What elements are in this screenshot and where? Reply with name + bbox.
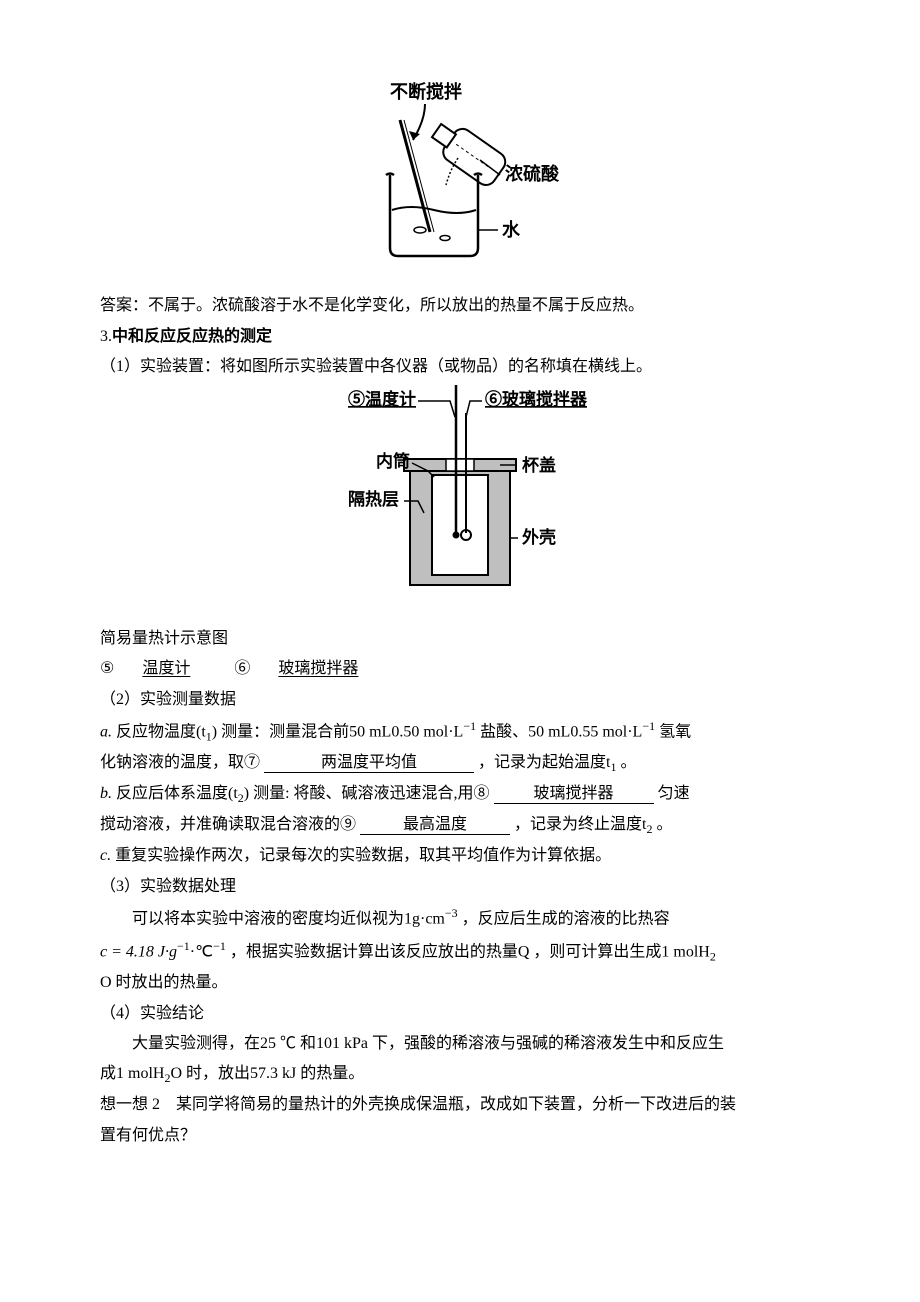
label-water: 水 [502, 219, 521, 240]
label-stir: 不断搅拌 [390, 81, 462, 102]
step3-line1: 可以将本实验中溶液的密度均近似视为1g·cm−3 ，反应后生成的溶液的比热容 [100, 902, 820, 935]
step4-title: （4）实验结论 [100, 999, 820, 1029]
label-inner-cup: 内筒 [376, 451, 410, 471]
think2-line2: 置有何优点？ [100, 1121, 820, 1151]
step2b-line2: 搅动溶液，并准确读取混合溶液的⑨ 最高温度 ，记录为终止温度t2 。 [100, 810, 820, 841]
think2-line1: 想一想 2 某同学将简易的量热计的外壳换成保温瓶，改成如下装置，分析一下改进后的… [100, 1090, 820, 1120]
step2a-line2: 化钠溶液的温度，取⑦ 两温度平均值 ，记录为起始温度t1 。 [100, 748, 820, 779]
label-5-thermometer: ⑤温度计 [348, 389, 416, 409]
step4-line1: 大量实验测得，在25 ℃ 和101 kPa 下，强酸的稀溶液与强碱的稀溶液发生中… [100, 1029, 820, 1059]
section-3-title: 3.中和反应反应热的测定 [100, 322, 820, 352]
fill-in-5-6: ⑤ 温度计 ⑥ 玻璃搅拌器 [100, 654, 820, 684]
answer-text: 答案：不属于。浓硫酸溶于水不是化学变化，所以放出的热量不属于反应热。 [100, 291, 820, 321]
step2a-line1: a. 反应物温度(t1) 测量：测量混合前50 mL0.50 mol·L−1 盐… [100, 715, 820, 748]
figure-calorimeter: ⑤温度计 ⑥玻璃搅拌器 内筒 杯盖 隔热层 外 [100, 383, 820, 614]
step3-line3: O 时放出的热量。 [100, 968, 820, 998]
label-acid: 浓硫酸 [505, 163, 560, 184]
step3-line2: c = 4.18 J·g−1·℃−1 ，根据实验数据计算出该反应放出的热量Q ，… [100, 935, 820, 968]
blank-8-answer: 玻璃搅拌器 [494, 785, 654, 804]
blank-5-answer: 温度计 [118, 660, 214, 677]
blank-7-answer: 两温度平均值 [264, 754, 474, 773]
label-lid: 杯盖 [522, 455, 556, 475]
figure-dilution: 不断搅拌 浓硫酸 [100, 80, 820, 281]
figure2-caption: 简易量热计示意图 [100, 624, 820, 654]
step2-title: （2）实验测量数据 [100, 685, 820, 715]
step1-intro: （1）实验装置：将如图所示实验装置中各仪器（或物品）的名称填在横线上。 [100, 352, 820, 382]
label-6-stirrer: ⑥玻璃搅拌器 [485, 389, 588, 409]
step2b-line1: b. 反应后体系温度(t2) 测量: 将酸、碱溶液迅速混合,用⑧ 玻璃搅拌器 匀… [100, 779, 820, 810]
label-outer-shell: 外壳 [522, 527, 556, 547]
blank-6-answer: 玻璃搅拌器 [254, 660, 382, 677]
label-insulation: 隔热层 [348, 489, 399, 509]
step4-line2: 成1 molH2O 时，放出57.3 kJ 的热量。 [100, 1059, 820, 1090]
blank-9-answer: 最高温度 [360, 816, 510, 835]
step3-title: （3）实验数据处理 [100, 872, 820, 902]
step2c: c. 重复实验操作两次，记录每次的实验数据，取其平均值作为计算依据。 [100, 841, 820, 871]
